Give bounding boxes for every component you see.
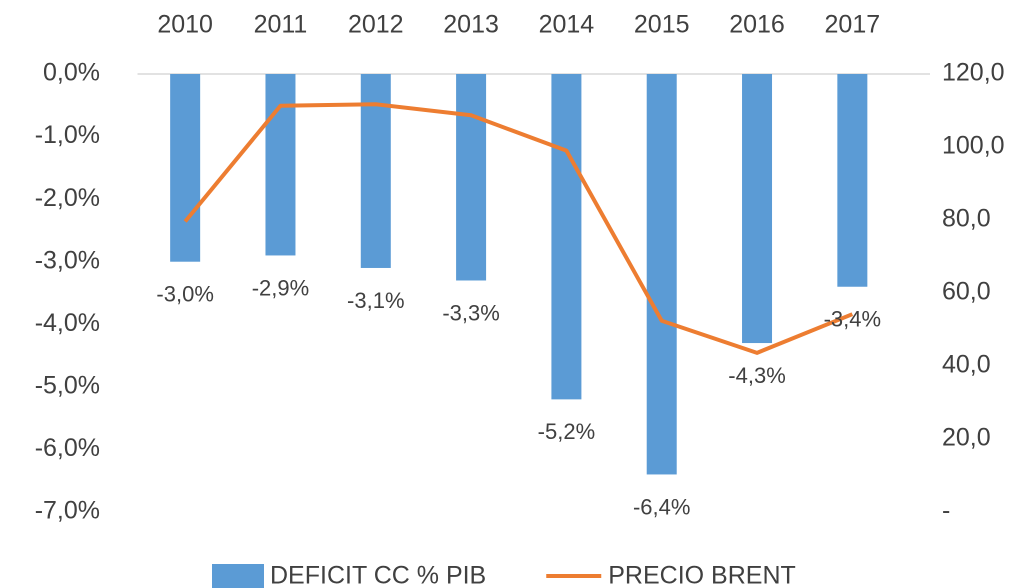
y-tick-label: -2,0% <box>35 184 100 212</box>
x-tick-label: 2012 <box>348 11 404 39</box>
y-tick-label: -3,0% <box>35 246 100 274</box>
bar <box>551 74 582 400</box>
bar <box>837 74 868 287</box>
y2-tick-label: 20,0 <box>942 424 991 452</box>
y-tick-label: -5,0% <box>35 371 100 399</box>
legend-label: PRECIO BRENT <box>608 562 796 588</box>
value-label: -2,9% <box>252 275 309 300</box>
y2-tick-label: 40,0 <box>942 351 991 379</box>
value-label: -4,3% <box>728 363 785 388</box>
bar <box>170 74 201 262</box>
x-tick-label: 2011 <box>254 11 308 39</box>
legend-label: DEFICIT CC % PIB <box>270 562 486 588</box>
x-tick-label: 2017 <box>825 11 881 39</box>
value-label: -3,1% <box>347 288 404 313</box>
value-label: -6,4% <box>633 494 690 519</box>
value-label: -3,3% <box>442 300 499 325</box>
x-tick-label: 2016 <box>729 11 785 39</box>
y2-tick-label: 60,0 <box>942 278 991 306</box>
y2-tick-label: 100,0 <box>942 132 1005 160</box>
bar <box>646 74 677 475</box>
x-tick-label: 2013 <box>443 11 499 39</box>
line <box>183 102 854 355</box>
y-tick-label: -4,0% <box>35 309 100 337</box>
y2-tick-label: 120,0 <box>942 59 1005 87</box>
value-label: -5,2% <box>538 419 595 444</box>
legend-swatch <box>212 564 264 588</box>
bar <box>742 74 773 344</box>
x-tick-label: 2015 <box>634 11 690 39</box>
value-label: -3,0% <box>156 282 213 307</box>
bar <box>456 74 487 281</box>
y-tick-label: -7,0% <box>35 497 100 525</box>
bar <box>265 74 296 256</box>
value-label: -3,4% <box>824 307 881 332</box>
x-tick-label: 2010 <box>157 11 213 39</box>
y2-tick-label: - <box>942 497 950 525</box>
y-tick-label: -6,0% <box>35 434 100 462</box>
y2-tick-label: 80,0 <box>942 205 991 233</box>
x-tick-label: 2014 <box>539 11 595 39</box>
y-tick-label: -1,0% <box>35 121 100 149</box>
y-tick-label: 0,0% <box>43 59 100 87</box>
